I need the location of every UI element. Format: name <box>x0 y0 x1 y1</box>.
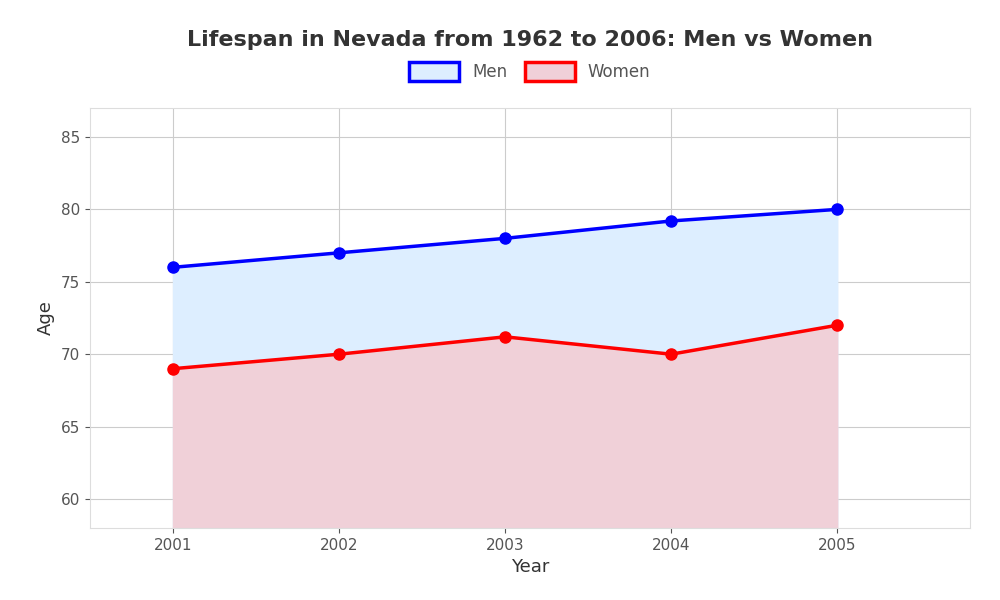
Women <box>831 322 843 329</box>
Men <box>831 206 843 213</box>
Legend: Men, Women: Men, Women <box>409 62 651 81</box>
Women <box>167 365 179 372</box>
Women <box>333 350 345 358</box>
Men <box>167 264 179 271</box>
X-axis label: Year: Year <box>511 558 549 576</box>
Title: Lifespan in Nevada from 1962 to 2006: Men vs Women: Lifespan in Nevada from 1962 to 2006: Me… <box>187 29 873 49</box>
Line: Women: Women <box>167 320 843 374</box>
Women <box>499 333 511 340</box>
Men <box>499 235 511 242</box>
Y-axis label: Age: Age <box>37 301 55 335</box>
Line: Men: Men <box>167 204 843 273</box>
Women <box>665 350 677 358</box>
Men <box>333 249 345 256</box>
Men <box>665 217 677 224</box>
